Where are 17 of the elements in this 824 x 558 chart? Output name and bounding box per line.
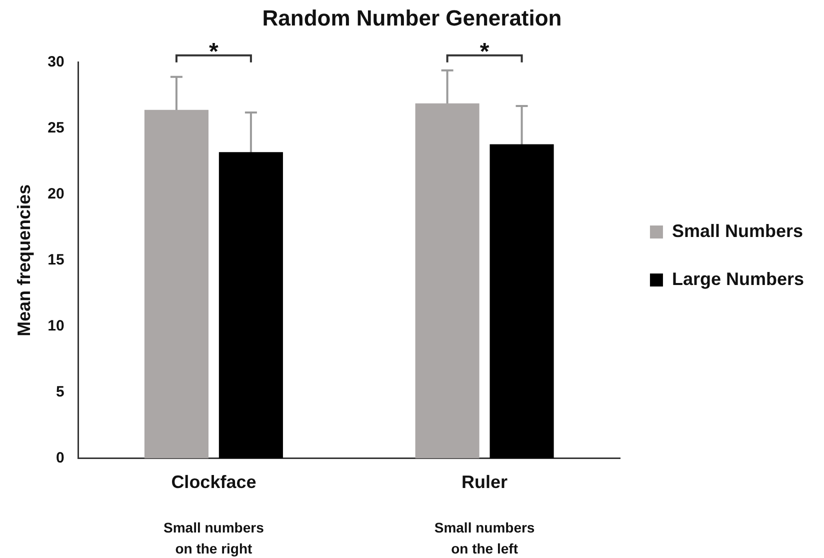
chart-title: Random Number Generation	[262, 5, 562, 30]
y-tick-label: 30	[48, 54, 64, 71]
y-axis-title: Mean frequencies	[14, 184, 34, 336]
text: Small numbers on the left	[434, 519, 535, 556]
annotation: *	[209, 38, 220, 66]
legend-label: Small Numbers	[672, 220, 804, 241]
x-tick-label: Ruler	[462, 472, 508, 492]
x-tick-label: Clockface	[171, 472, 256, 492]
text: Small numbers on the right	[164, 519, 264, 556]
y-tick-label: 25	[48, 120, 64, 137]
y-tick-label: 0	[56, 450, 64, 467]
legend-label: Large Numbers	[672, 268, 804, 289]
y-tick-label: 5	[56, 384, 64, 401]
annotation: *	[480, 38, 490, 66]
y-tick-label: 15	[48, 252, 64, 269]
y-tick-label: 10	[48, 318, 64, 335]
y-tick-label: 20	[48, 186, 64, 203]
